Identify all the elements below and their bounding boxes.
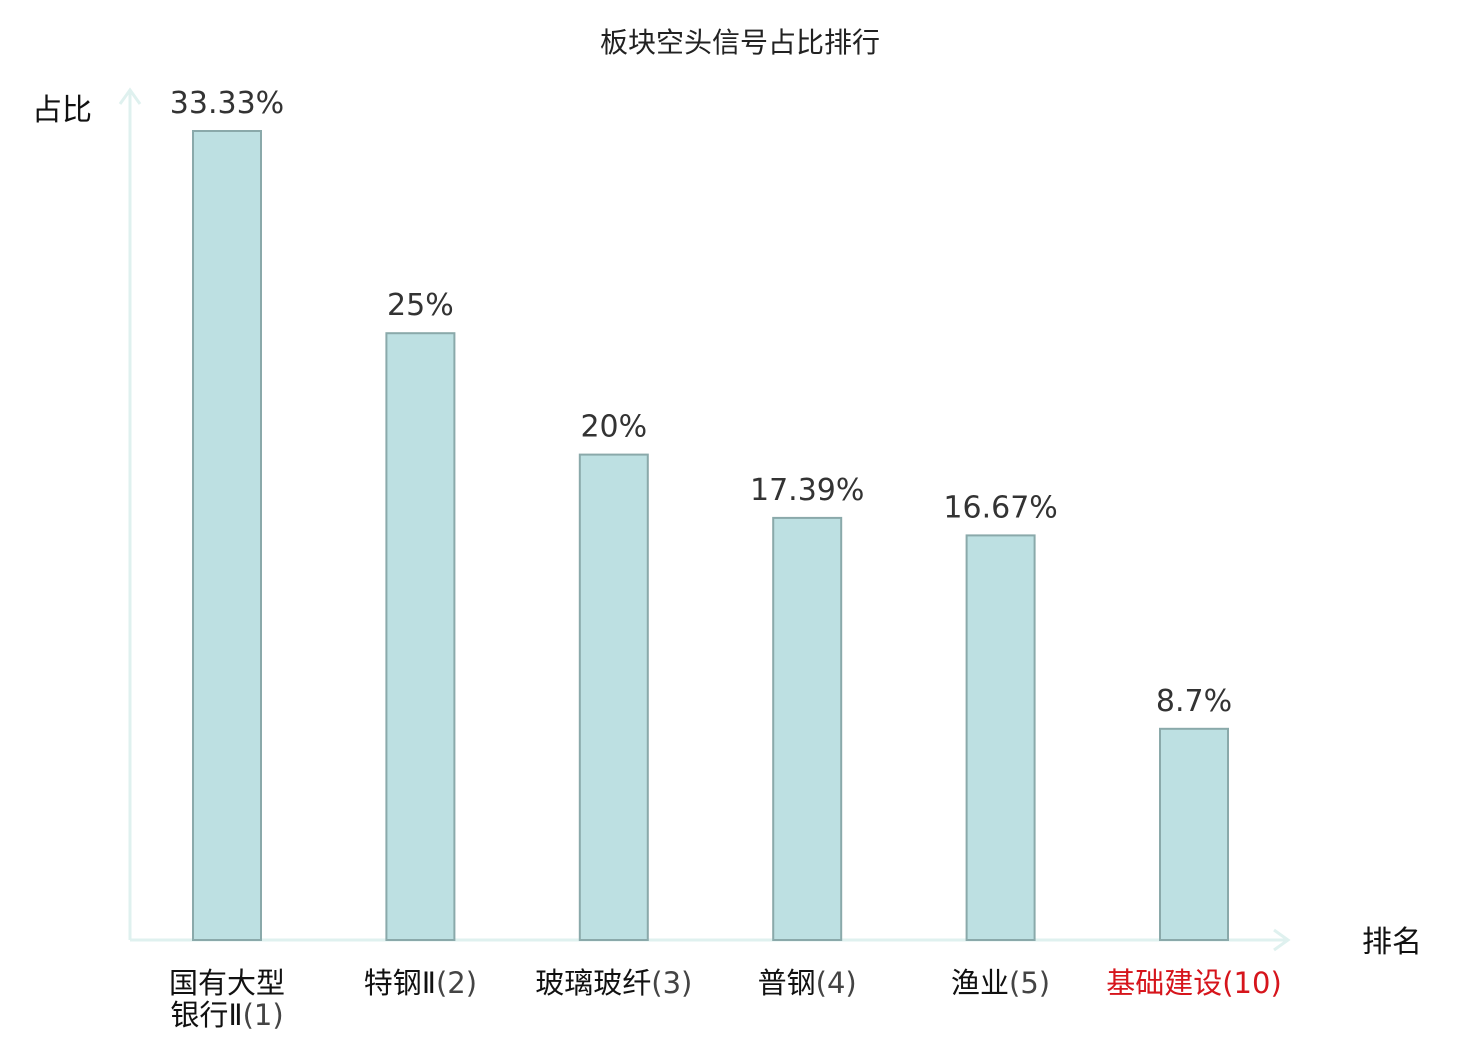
category-rank: (3): [651, 966, 692, 1000]
bar-1: [192, 130, 262, 941]
bar-6: [1159, 727, 1229, 941]
category-name-line: 渔业: [951, 966, 1009, 1000]
value-label-1: 33.33%: [170, 86, 284, 121]
value-label-2: 25%: [387, 288, 454, 323]
category-rank: (4): [816, 966, 857, 1000]
value-labels-group: 33.33% 25% 20% 17.39% 16.67% 8.7%: [170, 86, 1232, 719]
bar-2: [385, 332, 456, 941]
category-name-line: 国有大型: [169, 966, 285, 1000]
category-name-line: 玻璃玻纤: [535, 966, 651, 1000]
category-label-4: 普钢(4): [758, 966, 857, 1000]
x-axis-arrow: [1273, 928, 1291, 952]
category-rank: (1): [243, 998, 284, 1032]
y-axis-arrow: [118, 87, 142, 105]
category-rank: (5): [1009, 966, 1050, 1000]
y-axis: [118, 87, 142, 940]
category-rank: (10): [1222, 966, 1282, 1000]
value-label-3: 20%: [580, 410, 647, 445]
value-label-4: 17.39%: [750, 473, 864, 508]
category-label-6: 基础建设(10): [1106, 966, 1282, 1000]
category-rank: (2): [436, 966, 477, 1000]
category-name-line: 普钢: [758, 966, 816, 1000]
category-label-2: 特钢Ⅱ(2): [364, 966, 477, 1000]
category-label-1: 国有大型银行Ⅱ(1): [169, 966, 285, 1032]
category-label-5: 渔业(5): [951, 966, 1050, 1000]
value-label-5: 16.67%: [943, 490, 1057, 525]
y-axis-title: 占比: [32, 93, 92, 128]
bar-5: [965, 534, 1036, 942]
category-name-line: 特钢Ⅱ: [364, 966, 436, 1000]
chart-title: 板块空头信号占比排行: [600, 26, 880, 59]
category-label-3: 玻璃玻纤(3): [535, 966, 692, 1000]
bar-3: [578, 453, 649, 941]
x-axis: [130, 928, 1291, 952]
category-name-line: 基础建设: [1106, 966, 1222, 1000]
bar-4: [772, 516, 843, 942]
value-label-6: 8.7%: [1156, 684, 1232, 719]
category-labels-group: 国有大型银行Ⅱ(1) 特钢Ⅱ(2) 玻璃玻纤(3) 普钢(4) 渔业(5) 基础建设(10…: [169, 966, 1282, 1032]
x-axis-title: 排名: [1362, 925, 1422, 960]
bars-group: [192, 130, 1229, 942]
category-name-line: 银行Ⅱ: [170, 998, 242, 1032]
